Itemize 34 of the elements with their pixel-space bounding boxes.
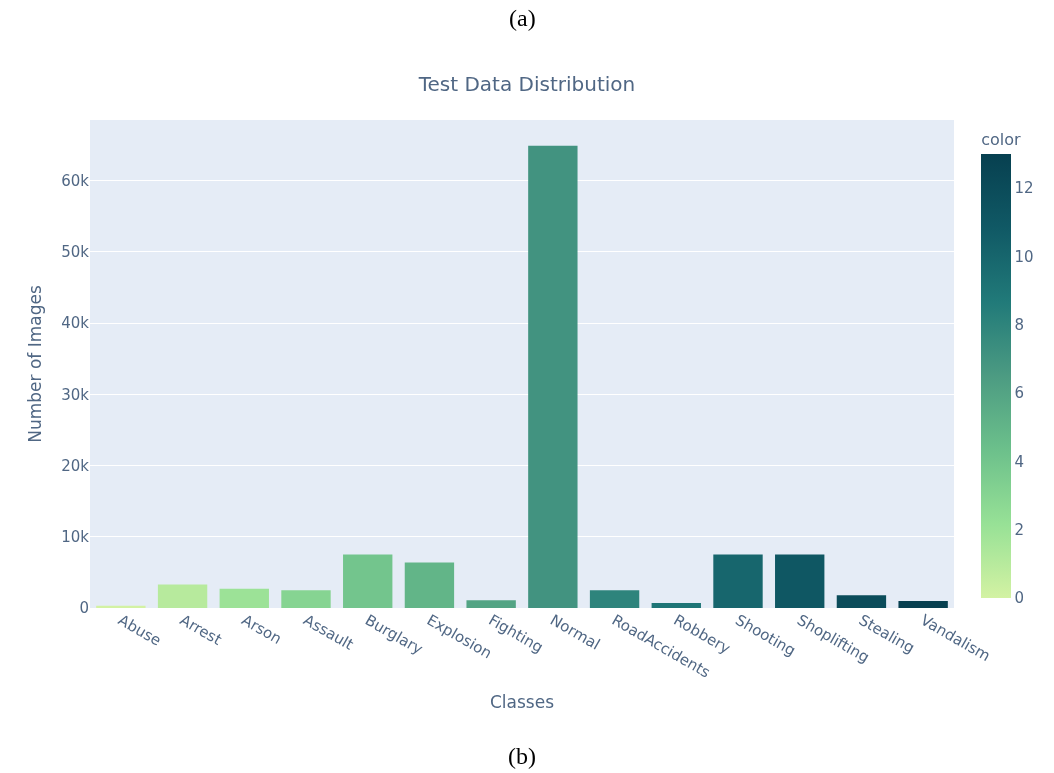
bar <box>898 600 948 608</box>
text: (b) <box>508 743 536 769</box>
bar <box>281 590 331 608</box>
chart-title: Test Data Distribution <box>417 72 636 97</box>
color-bar-label: 10 <box>1014 247 1034 266</box>
y-tick-label: 30k <box>61 385 90 404</box>
bar <box>775 554 825 608</box>
y-axis-title: Number of Images <box>24 285 45 443</box>
y-tick-label: 10k <box>61 528 90 547</box>
bar <box>404 562 455 608</box>
x-axis-title: Classes <box>489 692 555 713</box>
color-bar-label: 6 <box>1014 384 1025 403</box>
bar <box>466 600 516 608</box>
text: (a) <box>509 5 536 31</box>
color-bar-label: 4 <box>1014 452 1025 471</box>
y-tick-label: 20k <box>61 456 90 475</box>
color-bar-label: 12 <box>1014 179 1034 198</box>
bar <box>528 145 578 608</box>
y-tick-label: 60k <box>61 171 90 190</box>
bar <box>589 590 640 608</box>
bar <box>836 595 887 608</box>
color-bar-title: color <box>981 130 1022 149</box>
y-tick-label: 40k <box>61 314 90 333</box>
bar <box>219 588 269 608</box>
bar <box>343 554 393 608</box>
color-bar-label: 2 <box>1014 520 1025 539</box>
color-bar-label: 8 <box>1014 316 1025 335</box>
y-tick-label: 50k <box>61 243 90 262</box>
color-bar-label: 0 <box>1014 589 1025 608</box>
y-tick-label: 0 <box>79 599 89 618</box>
bar <box>651 603 701 608</box>
bar <box>157 584 208 608</box>
bar <box>96 605 146 608</box>
bar <box>713 554 763 608</box>
